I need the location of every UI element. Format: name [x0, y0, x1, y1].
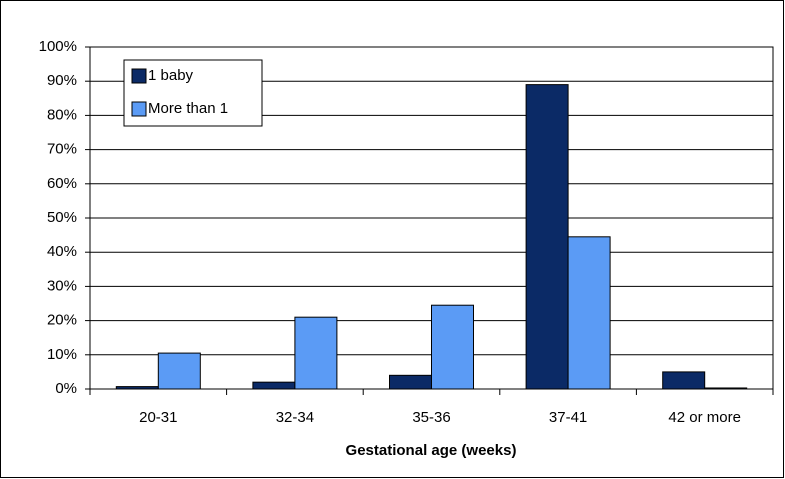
y-tick-label: 80% — [47, 106, 77, 123]
bar — [252, 381, 296, 390]
bar — [662, 371, 706, 390]
bar — [525, 84, 569, 390]
legend-label: 1 baby — [148, 67, 194, 84]
y-tick-label: 10% — [47, 346, 77, 363]
x-tick-label: 37-41 — [549, 409, 587, 426]
y-tick-label: 100% — [39, 38, 77, 55]
bar — [294, 316, 338, 390]
y-tick-label: 20% — [47, 312, 77, 329]
legend-label: More than 1 — [148, 100, 228, 117]
y-tick-label: 40% — [47, 243, 77, 260]
legend-swatch — [131, 101, 147, 117]
y-tick-label: 60% — [47, 175, 77, 192]
x-tick-label: 42 or more — [668, 409, 741, 426]
legend-swatch — [131, 68, 147, 84]
y-tick-label: 50% — [47, 209, 77, 226]
bar — [567, 236, 611, 390]
x-tick-label: 35-36 — [412, 409, 450, 426]
y-tick-label: 70% — [47, 141, 77, 158]
x-tick-label: 20-31 — [139, 409, 177, 426]
y-tick-label: 0% — [55, 380, 77, 397]
x-axis-title: Gestational age (weeks) — [346, 442, 517, 459]
y-tick-label: 30% — [47, 277, 77, 294]
x-tick-label: 32-34 — [276, 409, 314, 426]
legend-box — [123, 59, 263, 127]
bar — [389, 374, 432, 390]
bar — [431, 304, 474, 390]
bar — [157, 352, 201, 390]
y-tick-label: 90% — [47, 72, 77, 89]
